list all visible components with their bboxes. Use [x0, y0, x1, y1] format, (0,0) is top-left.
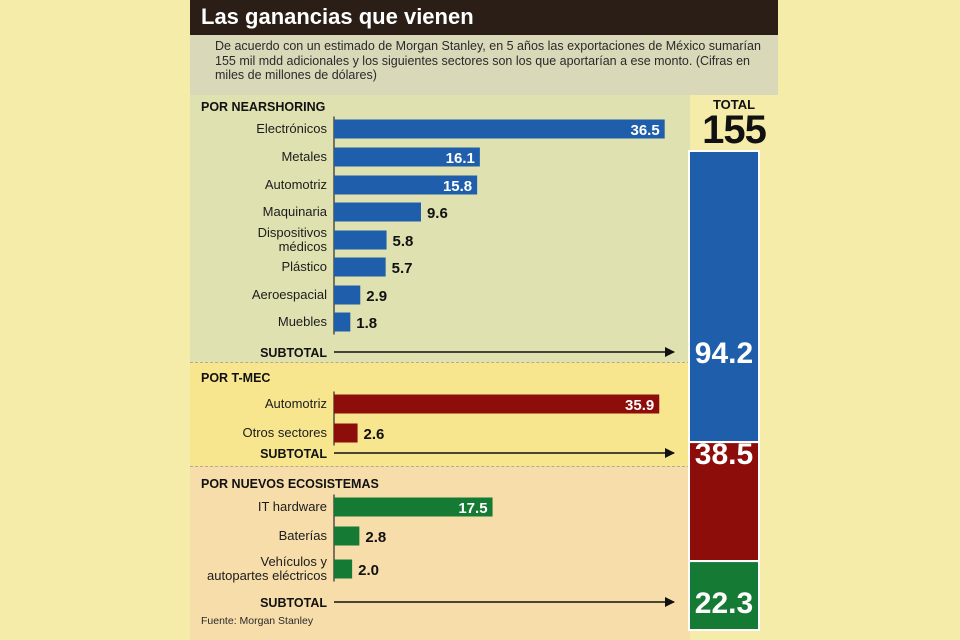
total-segment — [688, 150, 760, 444]
subtotal-label: SUBTOTAL — [260, 596, 327, 610]
source-note: Fuente: Morgan Stanley — [201, 615, 314, 627]
subtotal-label: SUBTOTAL — [260, 346, 327, 360]
value-label: 16.1 — [446, 150, 475, 167]
section-label-nearshoring: POR NEARSHORING — [201, 100, 326, 114]
value-label: 35.9 — [625, 397, 654, 414]
subtotal-value: 38.5 — [695, 438, 753, 471]
subtotal-label: SUBTOTAL — [260, 447, 327, 461]
category-label: Automotriz — [265, 396, 327, 411]
bar — [334, 559, 353, 579]
category-label: Baterías — [279, 528, 328, 543]
ecosistemas-section — [190, 466, 690, 640]
value-label: 1.8 — [356, 315, 377, 332]
value-label: 17.5 — [458, 500, 487, 517]
bar — [334, 312, 351, 332]
bar-chart: Electrónicos 36.5 Metales 16.1 Automotriz 15.… — [207, 116, 760, 632]
value-label: 2.6 — [364, 426, 385, 443]
value-label: 5.7 — [392, 260, 413, 277]
subtotal-value: 22.3 — [695, 587, 753, 620]
bar — [334, 423, 358, 443]
bar — [334, 119, 665, 139]
bar — [334, 147, 480, 167]
nearshoring-section — [190, 95, 690, 362]
section-divider — [190, 362, 690, 363]
category-label: Otros sectores — [242, 425, 327, 440]
bar — [334, 497, 493, 517]
value-label: 2.0 — [358, 562, 379, 579]
value-label: 2.9 — [366, 288, 387, 305]
category-label: Dispositivos médicos — [258, 225, 328, 254]
tmec-section — [190, 362, 690, 466]
category-label: Maquinaria — [263, 204, 328, 219]
bar — [334, 285, 361, 305]
category-label: Metales — [281, 149, 327, 164]
value-label: 5.8 — [393, 233, 414, 250]
value-label: 15.8 — [443, 178, 472, 195]
value-label: 2.8 — [365, 529, 386, 546]
category-label: Automotriz — [265, 177, 327, 192]
category-label: Plástico — [281, 259, 327, 274]
category-label: Aeroespacial — [252, 287, 327, 302]
infographic-card: Las ganancias que vienen De acuerdo con … — [190, 0, 778, 640]
category-label: IT hardware — [258, 499, 327, 514]
value-label: 36.5 — [630, 122, 659, 139]
category-label: Vehículos y autopartes eléctricos — [207, 554, 327, 583]
section-divider — [190, 466, 690, 467]
bar — [334, 230, 387, 250]
value-label: 9.6 — [427, 205, 448, 222]
subtotal-value: 94.2 — [695, 337, 753, 370]
total-label: TOTAL — [712, 97, 756, 112]
bar — [334, 175, 478, 195]
section-label-ecosistemas: POR NUEVOS ECOSISTEMAS — [201, 477, 379, 491]
bar — [334, 394, 660, 414]
chart-title: Las ganancias que vienen — [201, 4, 474, 29]
total-segment — [688, 560, 760, 632]
chart-subtitle: De acuerdo con un estimado de Morgan Sta… — [215, 39, 761, 82]
category-label: Electrónicos — [256, 121, 327, 136]
category-label: Muebles — [278, 314, 328, 329]
bar — [334, 526, 360, 546]
bar — [334, 202, 421, 222]
total-value: 155 — [702, 108, 767, 152]
section-label-tmec: POR T-MEC — [201, 371, 271, 385]
header-bar: Las ganancias que vienen — [190, 0, 778, 35]
subtitle-band: De acuerdo con un estimado de Morgan Sta… — [190, 35, 778, 95]
bar — [334, 257, 386, 277]
